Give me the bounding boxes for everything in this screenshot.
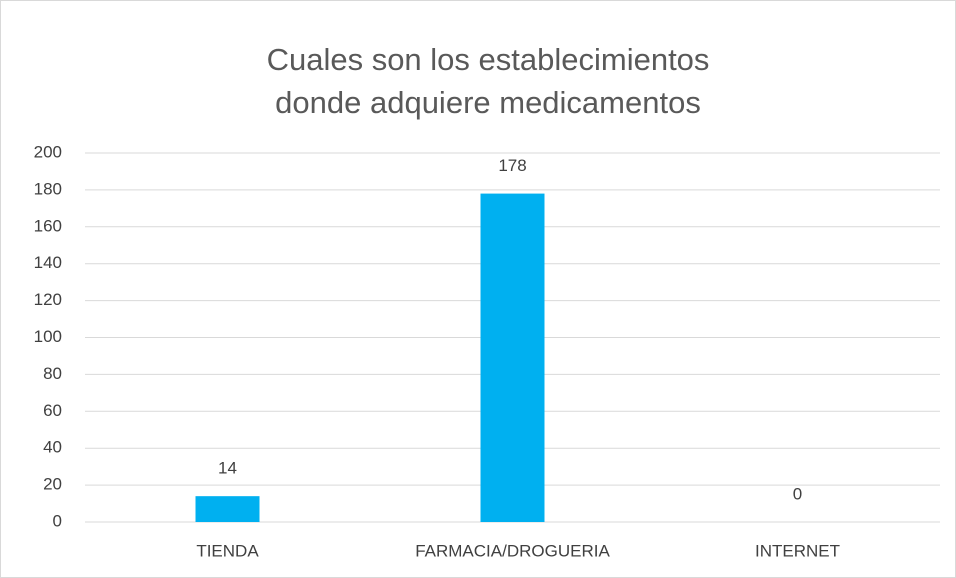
chart-title: Cuales son los establecimientos donde ad… (266, 42, 710, 120)
y-tick-label: 20 (43, 475, 62, 494)
y-tick-label: 140 (34, 253, 62, 272)
y-tick-label: 200 (34, 142, 62, 161)
y-tick-label: 180 (34, 179, 62, 198)
y-tick-label: 100 (34, 327, 62, 346)
data-label: 0 (793, 484, 802, 503)
y-tick-label: 160 (34, 216, 62, 235)
bar (480, 193, 545, 522)
y-tick-label: 0 (53, 511, 62, 530)
data-label: 178 (498, 156, 526, 175)
x-tick-label: FARMACIA/DROGUERIA (415, 541, 610, 560)
x-tick-label: TIENDA (196, 541, 259, 560)
y-tick-label: 40 (43, 438, 62, 457)
y-tick-label: 80 (43, 364, 62, 383)
y-tick-label: 120 (34, 290, 62, 309)
data-label: 14 (218, 459, 237, 478)
y-tick-label: 60 (43, 401, 62, 420)
bar (195, 496, 260, 522)
x-tick-label: INTERNET (755, 541, 840, 560)
